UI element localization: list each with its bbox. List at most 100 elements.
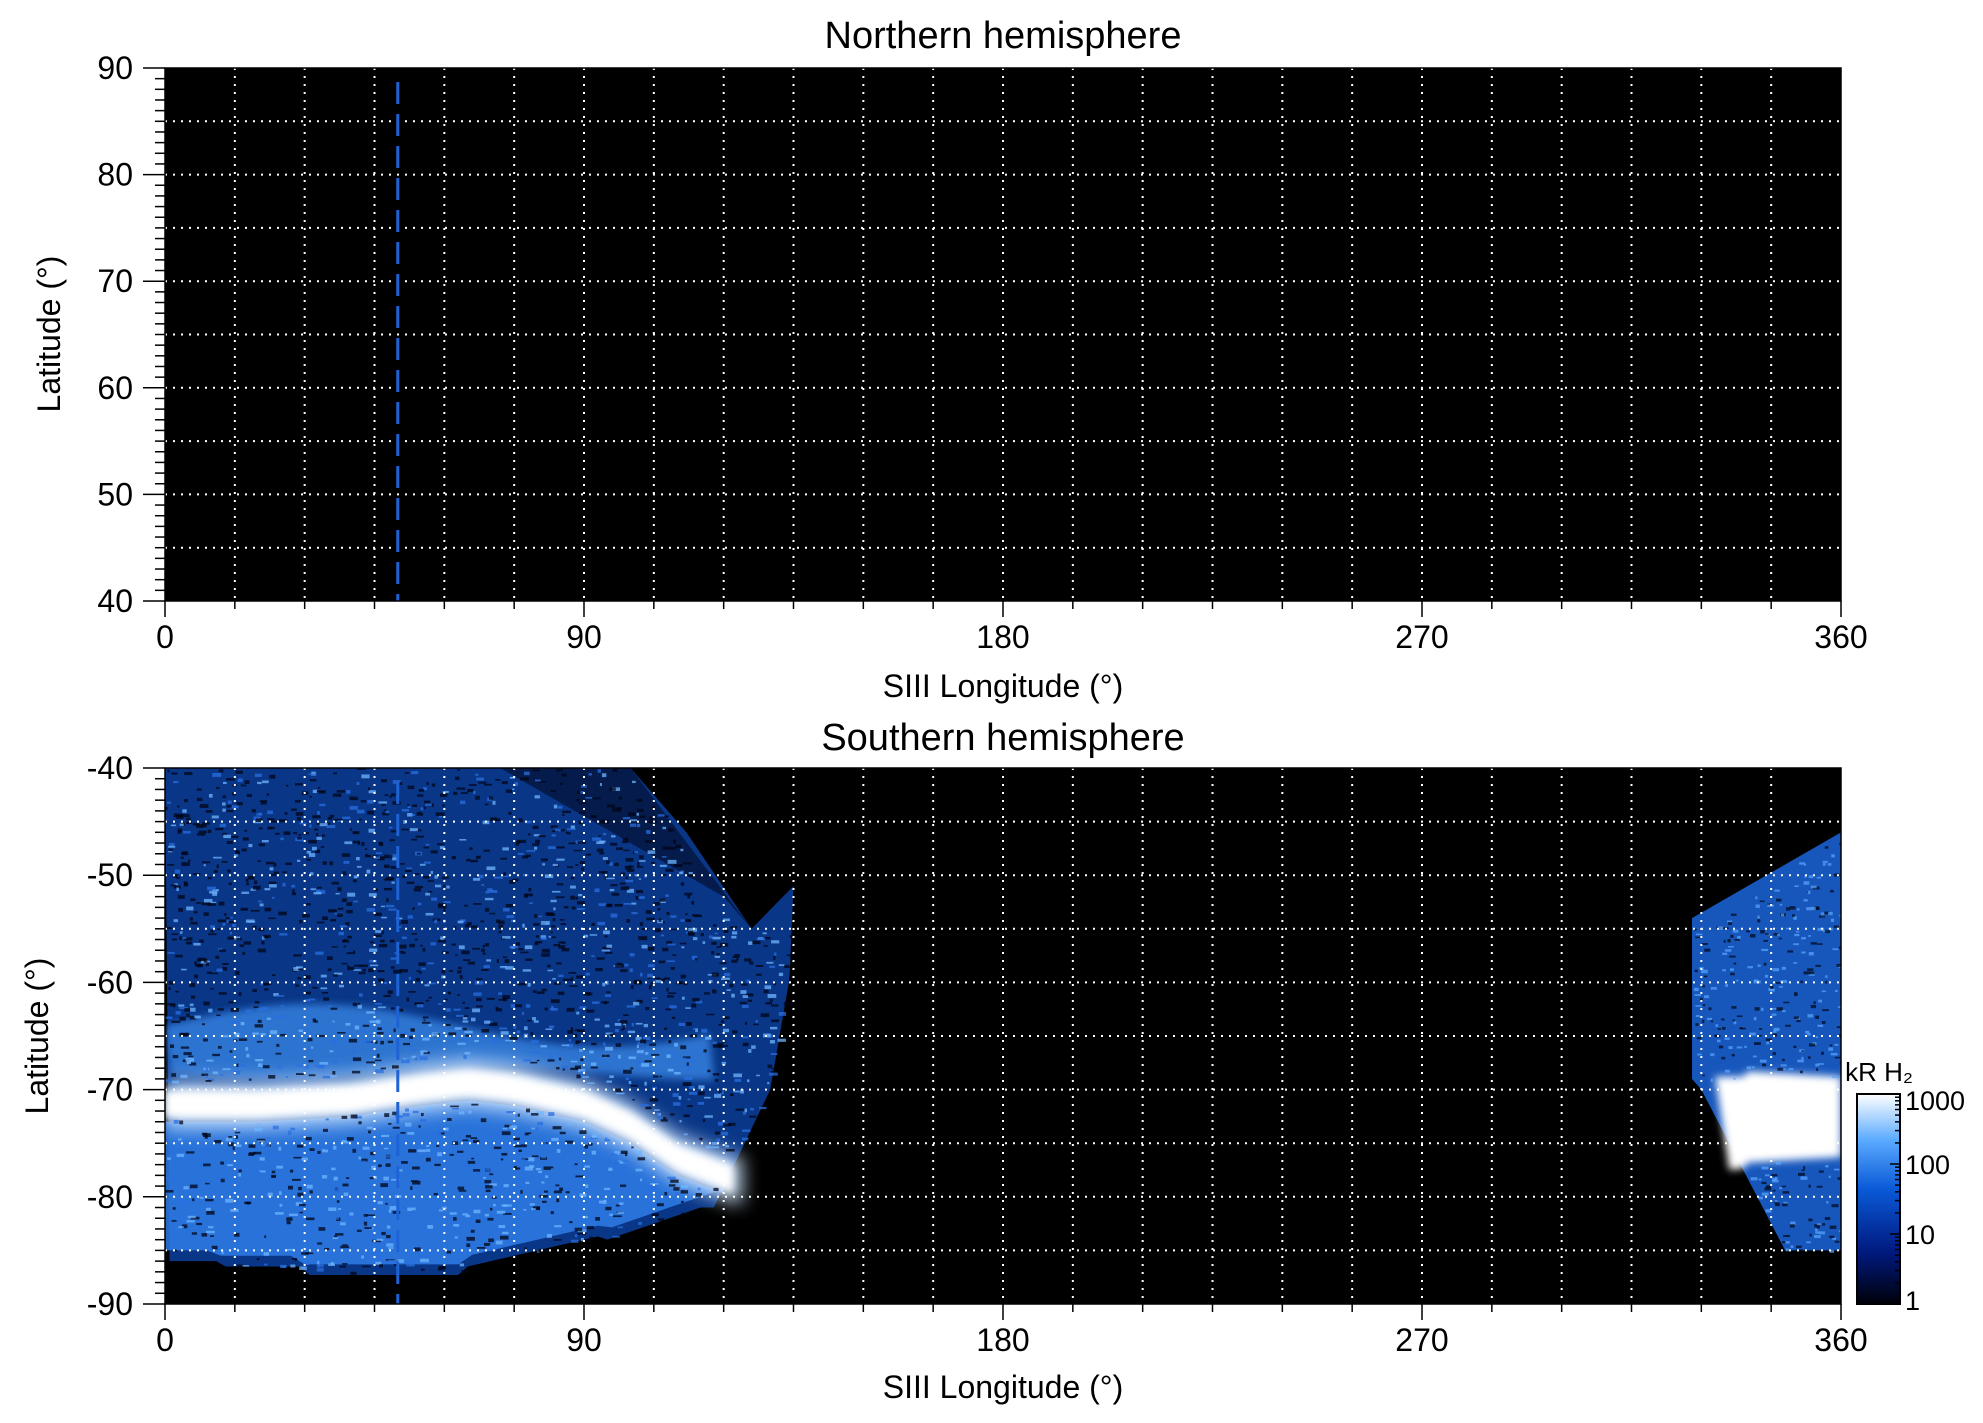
emission-speck bbox=[712, 1041, 717, 1044]
emission-speck bbox=[344, 841, 353, 845]
emission-speck bbox=[363, 1218, 373, 1221]
emission-speck bbox=[1761, 1166, 1769, 1170]
emission-speck bbox=[1807, 1032, 1811, 1036]
emission-speck bbox=[531, 1113, 539, 1116]
emission-speck bbox=[390, 865, 398, 869]
emission-speck bbox=[569, 1186, 572, 1189]
equatorward-emission bbox=[165, 1100, 724, 1265]
emission-speck bbox=[1821, 1051, 1824, 1055]
emission-speck bbox=[254, 1001, 260, 1004]
emission-speck bbox=[1829, 1250, 1835, 1253]
emission-speck bbox=[596, 957, 605, 960]
emission-speck bbox=[308, 1074, 316, 1077]
emission-speck bbox=[586, 1238, 590, 1242]
emission-speck bbox=[386, 1234, 391, 1239]
emission-speck bbox=[282, 871, 288, 874]
emission-speck bbox=[263, 982, 272, 985]
emission-speck bbox=[487, 1217, 494, 1221]
emission-speck bbox=[551, 825, 558, 828]
emission-speck bbox=[390, 957, 399, 960]
emission-speck bbox=[340, 1222, 346, 1226]
emission-speck bbox=[630, 1084, 638, 1087]
emission-speck bbox=[711, 951, 715, 955]
emission-speck bbox=[1702, 1074, 1705, 1077]
emission-speck bbox=[248, 1152, 256, 1155]
emission-speck bbox=[296, 1144, 304, 1148]
emission-speck bbox=[574, 1234, 578, 1238]
emission-speck bbox=[370, 1151, 375, 1156]
emission-speck bbox=[185, 1057, 195, 1062]
emission-speck bbox=[667, 1176, 676, 1180]
emission-speck bbox=[580, 1237, 584, 1242]
emission-speck bbox=[517, 982, 527, 986]
emission-speck bbox=[378, 1164, 382, 1168]
emission-speck bbox=[756, 1074, 760, 1077]
emission-speck bbox=[618, 1054, 621, 1059]
emission-speck bbox=[198, 830, 207, 834]
emission-speck bbox=[368, 968, 374, 973]
emission-speck bbox=[628, 1056, 636, 1060]
emission-speck bbox=[532, 1206, 540, 1210]
emission-speck bbox=[171, 772, 178, 775]
emission-speck bbox=[556, 962, 562, 965]
emission-speck bbox=[414, 938, 419, 941]
emission-speck bbox=[170, 884, 177, 887]
emission-speck bbox=[605, 1159, 612, 1164]
emission-speck bbox=[573, 1034, 578, 1038]
emission-speck bbox=[369, 959, 377, 963]
emission-speck bbox=[210, 987, 214, 990]
emission-speck bbox=[292, 889, 295, 893]
emission-speck bbox=[303, 975, 311, 980]
emission-speck bbox=[548, 935, 551, 938]
emission-speck bbox=[1695, 1023, 1699, 1026]
emission-speck bbox=[317, 1150, 321, 1154]
emission-speck bbox=[518, 1149, 522, 1152]
emission-speck bbox=[444, 1127, 449, 1131]
emission-speck bbox=[645, 1006, 650, 1011]
emission-speck bbox=[514, 1114, 518, 1118]
emission-speck bbox=[482, 944, 485, 948]
emission-speck bbox=[670, 1113, 675, 1116]
emission-speck bbox=[773, 983, 777, 986]
emission-speck bbox=[517, 839, 527, 844]
emission-speck bbox=[751, 1045, 756, 1049]
emission-speck bbox=[422, 787, 427, 791]
emission-speck bbox=[366, 1126, 373, 1129]
emission-speck bbox=[434, 919, 438, 924]
emission-speck bbox=[770, 1026, 778, 1030]
emission-speck bbox=[240, 784, 247, 787]
emission-speck bbox=[658, 960, 666, 964]
emission-speck bbox=[311, 846, 317, 851]
emission-speck bbox=[514, 1167, 521, 1170]
emission-speck bbox=[437, 843, 445, 846]
emission-speck bbox=[347, 1031, 353, 1034]
emission-speck bbox=[230, 805, 239, 809]
emission-speck bbox=[464, 924, 470, 928]
emission-speck bbox=[406, 867, 413, 870]
emission-speck bbox=[192, 873, 201, 876]
emission-speck bbox=[347, 1139, 356, 1143]
emission-speck bbox=[675, 844, 682, 849]
emission-speck bbox=[1774, 1201, 1778, 1204]
emission-speck bbox=[1785, 1248, 1789, 1252]
emission-speck bbox=[423, 861, 431, 864]
emission-speck bbox=[514, 782, 519, 787]
emission-speck bbox=[498, 1225, 506, 1229]
emission-speck bbox=[245, 1009, 253, 1014]
emission-speck bbox=[687, 1060, 696, 1063]
emission-speck bbox=[610, 842, 618, 846]
emission-speck bbox=[405, 1153, 410, 1156]
emission-speck bbox=[622, 1025, 626, 1029]
emission-speck bbox=[1694, 994, 1701, 996]
emission-speck bbox=[172, 1207, 176, 1210]
emission-speck bbox=[692, 914, 701, 917]
emission-speck bbox=[615, 1092, 625, 1095]
emission-speck bbox=[376, 1019, 381, 1024]
emission-speck bbox=[385, 1155, 391, 1158]
emission-speck bbox=[295, 1240, 302, 1244]
emission-speck bbox=[177, 1138, 182, 1141]
emission-speck bbox=[575, 896, 579, 900]
emission-speck bbox=[1795, 1249, 1803, 1253]
emission-speck bbox=[535, 1168, 541, 1171]
emission-speck bbox=[333, 818, 343, 821]
